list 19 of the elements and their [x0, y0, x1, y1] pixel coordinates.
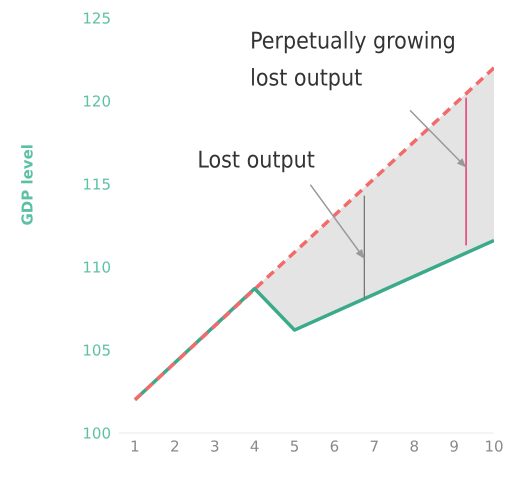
x-tick-label: 10 [484, 438, 504, 456]
x-tick-label: 8 [409, 438, 419, 456]
y-axis-title: GDP level [18, 144, 36, 226]
x-tick-label: 6 [330, 438, 340, 456]
x-tick-label: 3 [210, 438, 220, 456]
x-tick-label: 1 [130, 438, 140, 456]
y-tick-label: 110 [82, 258, 111, 276]
x-tick-label: 9 [449, 438, 459, 456]
y-tick-label: 105 [82, 341, 111, 360]
y-tick-label: 100 [82, 424, 111, 442]
y-tick-label: 125 [82, 9, 111, 28]
annotation: Lost output [197, 148, 315, 174]
y-tick-label: 115 [82, 175, 111, 194]
x-tick-label: 7 [370, 438, 380, 456]
x-tick-label: 4 [250, 438, 260, 456]
x-tick-label: 5 [290, 438, 300, 456]
x-tick-label: 2 [170, 438, 180, 456]
annotation: Perpetually growing lost output [250, 28, 456, 92]
y-tick-label: 120 [82, 92, 111, 110]
